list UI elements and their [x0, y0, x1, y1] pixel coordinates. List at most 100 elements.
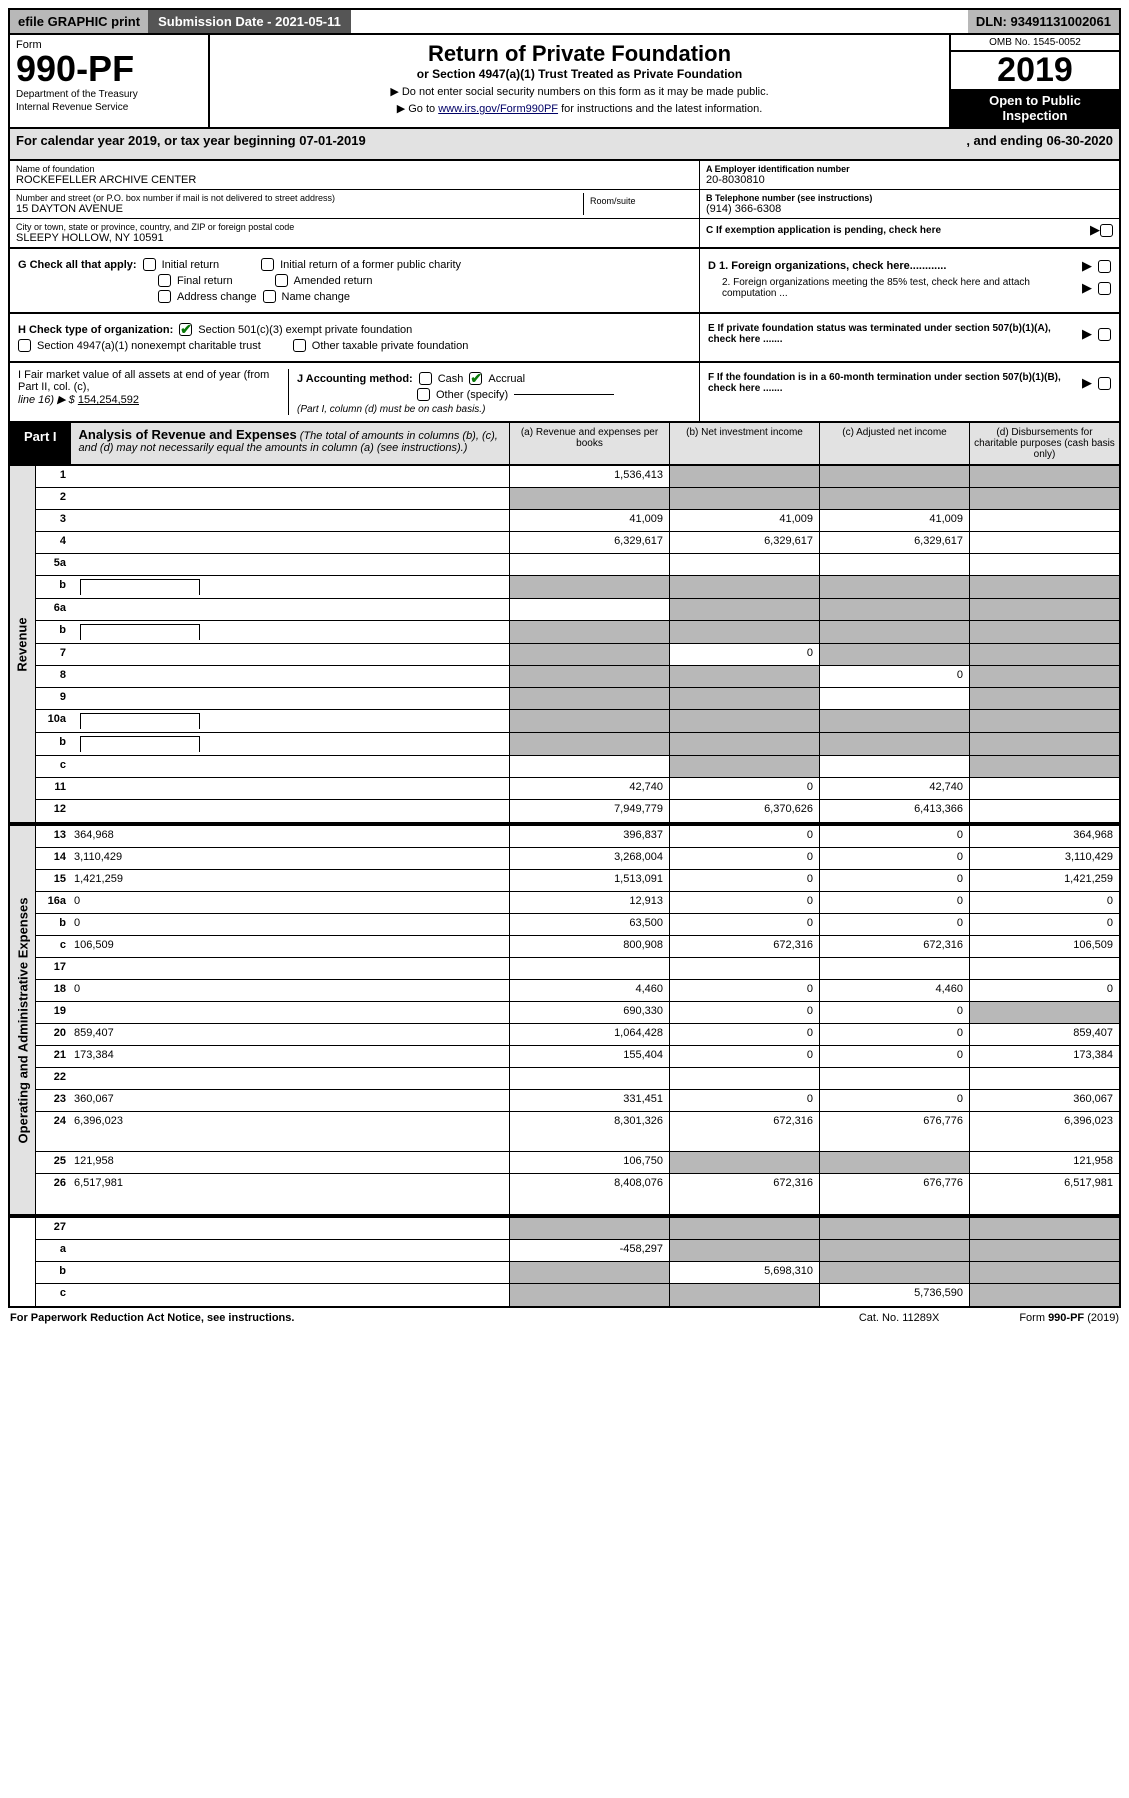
- line-number: 1: [36, 466, 70, 487]
- col-a-value: [509, 958, 669, 979]
- final-return-checkbox[interactable]: [158, 274, 171, 287]
- line-description: [70, 488, 509, 509]
- exemption-pending-checkbox[interactable]: [1100, 224, 1113, 237]
- col-a-value: 106,750: [509, 1152, 669, 1173]
- line-description: [70, 756, 509, 777]
- name-change-checkbox[interactable]: [263, 290, 276, 303]
- col-b-value: 0: [669, 778, 819, 799]
- col-a-value: [509, 688, 669, 709]
- foreign-org-checkbox[interactable]: [1098, 260, 1111, 273]
- 4947-checkbox[interactable]: [18, 339, 31, 352]
- line-description: [70, 576, 509, 598]
- col-a-value: [509, 710, 669, 732]
- col-a-value: [509, 1068, 669, 1089]
- col-a-value: [509, 554, 669, 575]
- line-description: [70, 688, 509, 709]
- col-c-value: 6,413,366: [819, 800, 969, 822]
- col-b-value: 0: [669, 914, 819, 935]
- address-row: Number and street (or P.O. box number if…: [10, 190, 699, 219]
- line-description: 173,384: [70, 1046, 509, 1067]
- catalog-number: Cat. No. 11289X: [859, 1312, 940, 1324]
- terminated-checkbox[interactable]: [1098, 328, 1111, 341]
- line-number: 2: [36, 488, 70, 509]
- col-c-value: 42,740: [819, 778, 969, 799]
- line-d1: D 1. Foreign organizations, check here..…: [708, 258, 1111, 274]
- other-method-checkbox[interactable]: [417, 388, 430, 401]
- col-d-value: [969, 644, 1119, 665]
- col-b-value: [669, 599, 819, 620]
- form-id-block: Form 990-PF Department of the Treasury I…: [10, 35, 210, 127]
- line-description: [70, 1240, 509, 1261]
- line-number: 7: [36, 644, 70, 665]
- calendar-year-bar: For calendar year 2019, or tax year begi…: [8, 129, 1121, 161]
- col-b-value: 0: [669, 644, 819, 665]
- fmv-value: 154,254,592: [78, 394, 139, 406]
- col-b-value: [669, 1152, 819, 1173]
- line-description: [70, 510, 509, 531]
- line-i-label: I Fair market value of all assets at end…: [18, 369, 288, 393]
- line-description: [70, 1262, 509, 1283]
- col-b-value: [669, 958, 819, 979]
- line-description: [70, 599, 509, 620]
- col-d-value: [969, 778, 1119, 799]
- line-description: 0: [70, 892, 509, 913]
- col-b-value: 0: [669, 892, 819, 913]
- line-description: 106,509: [70, 936, 509, 957]
- table-row: b: [36, 621, 1119, 644]
- table-row: b: [36, 733, 1119, 756]
- col-c-value: [819, 1218, 969, 1239]
- table-row: 9: [36, 688, 1119, 710]
- table-row: 1804,46004,4600: [36, 980, 1119, 1002]
- table-row: c5,736,590: [36, 1284, 1119, 1306]
- accrual-checkbox[interactable]: [469, 372, 482, 385]
- line-description: 6,396,023: [70, 1112, 509, 1151]
- revenue-side-label: Revenue: [10, 466, 36, 822]
- 60month-checkbox[interactable]: [1098, 377, 1111, 390]
- line-number: 15: [36, 870, 70, 891]
- line-description: [70, 958, 509, 979]
- col-d-value: 360,067: [969, 1090, 1119, 1111]
- line-number: b: [36, 1262, 70, 1283]
- table-row: b063,500000: [36, 914, 1119, 936]
- table-row: 11,536,413: [36, 466, 1119, 488]
- col-a-value: 396,837: [509, 826, 669, 847]
- col-a-value: -458,297: [509, 1240, 669, 1261]
- initial-former-checkbox[interactable]: [261, 258, 274, 271]
- line-number: 19: [36, 1002, 70, 1023]
- col-b-value: [669, 688, 819, 709]
- col-b-value: 0: [669, 980, 819, 1001]
- col-b-value: [669, 710, 819, 732]
- table-row: 23360,067331,45100360,067: [36, 1090, 1119, 1112]
- entity-block: Name of foundation ROCKEFELLER ARCHIVE C…: [8, 161, 1121, 249]
- col-a-value: 3,268,004: [509, 848, 669, 869]
- line-description: [70, 644, 509, 665]
- line-number: 12: [36, 800, 70, 822]
- tax-year-end: , and ending 06-30-2020: [966, 133, 1113, 155]
- col-b-value: [669, 666, 819, 687]
- table-row: c: [36, 756, 1119, 778]
- col-c-value: 676,776: [819, 1112, 969, 1151]
- submission-date: Submission Date - 2021-05-11: [148, 10, 351, 33]
- line-number: 9: [36, 688, 70, 709]
- col-c-value: 676,776: [819, 1174, 969, 1214]
- col-c-value: 0: [819, 1002, 969, 1023]
- 501c3-checkbox[interactable]: [179, 323, 192, 336]
- address-change-checkbox[interactable]: [158, 290, 171, 303]
- col-a-value: 155,404: [509, 1046, 669, 1067]
- line-number: b: [36, 621, 70, 643]
- col-c-value: [819, 621, 969, 643]
- expenses-table: Operating and Administrative Expenses 13…: [8, 824, 1121, 1216]
- line-number: b: [36, 914, 70, 935]
- instructions-link[interactable]: www.irs.gov/Form990PF: [438, 103, 558, 115]
- other-taxable-checkbox[interactable]: [293, 339, 306, 352]
- foreign-85-checkbox[interactable]: [1098, 282, 1111, 295]
- col-c-value: 41,009: [819, 510, 969, 531]
- cash-checkbox[interactable]: [419, 372, 432, 385]
- initial-return-checkbox[interactable]: [143, 258, 156, 271]
- col-d-value: [969, 800, 1119, 822]
- amended-return-checkbox[interactable]: [275, 274, 288, 287]
- col-d-value: 121,958: [969, 1152, 1119, 1173]
- col-a-value: 63,500: [509, 914, 669, 935]
- col-d-value: 859,407: [969, 1024, 1119, 1045]
- col-a-value: [509, 1218, 669, 1239]
